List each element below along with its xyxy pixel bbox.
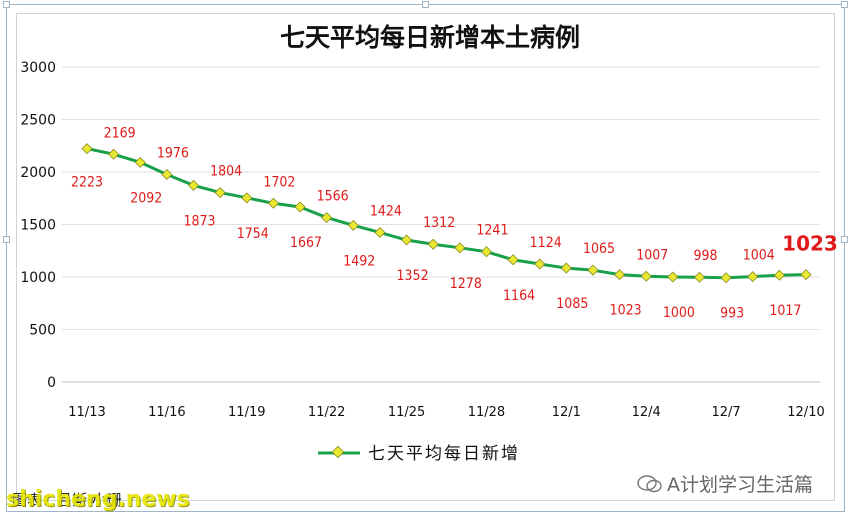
resize-handle-top-right[interactable] [841, 1, 848, 8]
watermark-site: shicheng.news [6, 487, 190, 512]
wechat-icon [637, 475, 662, 493]
data-label: 1312 [423, 215, 455, 231]
resize-handle-left-mid[interactable] [3, 236, 10, 243]
legend-marker [331, 445, 345, 459]
x-tick-label: 11/19 [228, 405, 265, 420]
series-markers [81, 143, 812, 284]
data-label: 1804 [210, 164, 242, 180]
data-label: 1124 [530, 235, 562, 251]
data-label: 1065 [583, 241, 615, 257]
data-label: 1004 [743, 248, 775, 264]
y-tick-label: 1000 [20, 270, 56, 286]
data-point [267, 197, 279, 209]
x-tick-label: 12/10 [787, 405, 824, 420]
x-tick-label: 11/16 [148, 405, 185, 420]
data-label: 1023 [610, 303, 642, 319]
y-tick-label: 500 [29, 323, 56, 339]
data-point [640, 270, 652, 282]
data-point [614, 269, 626, 281]
data-point [454, 242, 466, 254]
x-tick-label: 11/22 [308, 405, 345, 420]
data-labels: 2223 2169 2092 1976 1873 1804 1754 1702 1667 1566… [71, 125, 838, 321]
resize-handle-top-left[interactable] [3, 1, 10, 8]
x-tick-label: 12/7 [712, 405, 741, 420]
data-point [108, 148, 120, 160]
data-point [720, 272, 732, 284]
data-label: 2223 [71, 175, 103, 191]
x-axis-ticks: 11/13 11/16 11/19 11/22 11/25 11/28 12/1 12/4 12… [68, 405, 824, 420]
data-point [507, 254, 519, 266]
y-tick-label: 2000 [20, 165, 56, 181]
data-label: 1164 [503, 288, 535, 304]
data-point [480, 246, 492, 258]
data-point [134, 156, 146, 168]
x-tick-label: 11/13 [68, 405, 105, 420]
data-label: 998 [693, 248, 717, 264]
data-point [800, 269, 812, 281]
resize-handle-top-mid[interactable] [422, 1, 429, 8]
series-line-path [86, 147, 807, 280]
data-point [747, 271, 759, 283]
data-label: 1017 [769, 303, 801, 319]
data-point [667, 271, 679, 283]
x-tick-label: 11/28 [468, 405, 505, 420]
data-label: 1085 [556, 296, 588, 312]
y-tick-label: 2500 [20, 113, 56, 129]
data-label: 1241 [476, 223, 508, 239]
legend-label: 七天平均每日新增 [368, 444, 520, 464]
data-label: 1000 [663, 305, 695, 321]
data-label: 993 [720, 306, 744, 322]
data-label: 2169 [104, 125, 136, 141]
series-line [86, 147, 807, 280]
data-label: 1278 [450, 276, 482, 292]
chart-area-border [16, 13, 835, 501]
x-tick-label: 12/4 [632, 405, 661, 420]
data-point [161, 169, 173, 181]
data-label: 1667 [290, 235, 322, 251]
watermark-account: A计划学习生活篇 [637, 470, 813, 497]
data-label: 1007 [636, 247, 668, 263]
data-label: 1492 [343, 253, 375, 269]
data-label: 2092 [130, 190, 162, 206]
data-label: 1424 [370, 203, 402, 219]
data-point [347, 219, 359, 231]
legend: 七天平均每日新增 [318, 444, 520, 464]
data-point [214, 187, 226, 199]
data-point [773, 269, 785, 281]
x-tick-label: 11/25 [388, 405, 425, 420]
data-label: 1352 [397, 268, 429, 284]
data-point [587, 264, 599, 276]
data-label: 1566 [317, 189, 349, 205]
data-label: 1873 [183, 213, 215, 229]
data-point [427, 238, 439, 250]
data-point [534, 258, 546, 270]
data-label: 1702 [263, 174, 295, 190]
data-point [188, 179, 200, 191]
data-label: 1976 [157, 146, 189, 162]
resize-handle-right-mid[interactable] [841, 236, 848, 243]
data-point [401, 234, 413, 246]
data-point [241, 192, 253, 204]
y-tick-label: 0 [47, 375, 56, 391]
data-point [693, 271, 705, 283]
watermark-account-label: A计划学习生活篇 [667, 474, 813, 496]
data-point [81, 143, 93, 155]
data-point [294, 201, 306, 213]
chart-title: 七天平均每日新增本土病例 [280, 23, 580, 52]
y-axis-ticks: 0 500 1000 1500 2000 2500 3000 [20, 60, 56, 391]
data-label: 1754 [237, 226, 269, 242]
data-point [560, 262, 572, 274]
data-point [321, 212, 333, 224]
y-tick-label: 3000 [20, 60, 56, 76]
y-tick-label: 1500 [20, 218, 56, 234]
x-tick-label: 12/1 [552, 405, 581, 420]
data-point [374, 226, 386, 238]
data-label: 1023 [782, 232, 838, 256]
chart-credit: 图表：吕斯·小珊 [12, 491, 122, 509]
